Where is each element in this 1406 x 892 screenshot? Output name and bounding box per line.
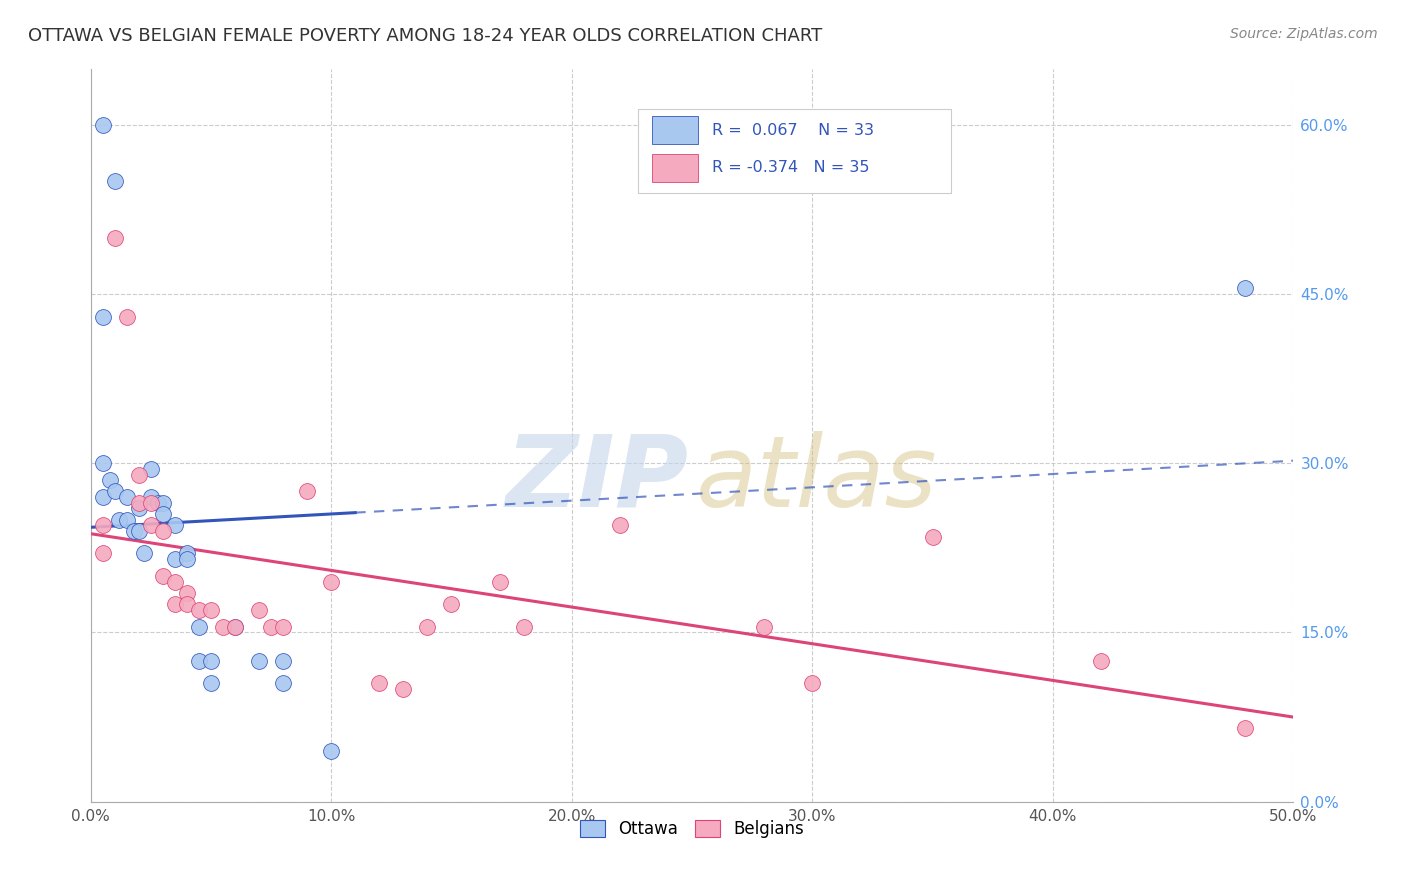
Point [146, 496, 169, 510]
Point [187, 654, 209, 668]
Point [104, 174, 127, 188]
Text: R =  0.067    N = 33: R = 0.067 N = 33 [713, 122, 875, 137]
Point [115, 310, 138, 324]
Point [512, 620, 534, 634]
Point [1234, 721, 1257, 735]
Point [609, 518, 631, 533]
Point [152, 524, 174, 538]
Point [321, 744, 343, 758]
Point [224, 620, 246, 634]
FancyBboxPatch shape [652, 154, 697, 182]
Point [176, 546, 198, 560]
Point [392, 681, 415, 696]
Point [104, 484, 127, 499]
Point [139, 496, 162, 510]
Text: Source: ZipAtlas.com: Source: ZipAtlas.com [1230, 27, 1378, 41]
Point [187, 620, 209, 634]
Point [139, 462, 162, 476]
Point [91, 518, 114, 533]
Point [163, 597, 186, 611]
Point [128, 467, 150, 482]
Point [139, 490, 162, 504]
Point [271, 676, 294, 690]
Text: ZIP: ZIP [505, 431, 689, 527]
FancyBboxPatch shape [638, 109, 950, 194]
Point [321, 574, 343, 589]
Point [224, 620, 246, 634]
Text: atlas: atlas [696, 431, 938, 527]
Point [108, 513, 131, 527]
FancyBboxPatch shape [652, 116, 697, 144]
Point [921, 530, 943, 544]
Point [416, 620, 439, 634]
Point [247, 603, 270, 617]
Legend: Ottawa, Belgians: Ottawa, Belgians [574, 813, 811, 845]
Point [163, 574, 186, 589]
Point [152, 569, 174, 583]
Point [115, 513, 138, 527]
Point [163, 518, 186, 533]
Point [91, 546, 114, 560]
Point [91, 118, 114, 132]
Point [163, 552, 186, 566]
Point [200, 603, 222, 617]
Point [368, 676, 391, 690]
Point [212, 620, 235, 634]
Text: OTTAWA VS BELGIAN FEMALE POVERTY AMONG 18-24 YEAR OLDS CORRELATION CHART: OTTAWA VS BELGIAN FEMALE POVERTY AMONG 1… [28, 27, 823, 45]
Point [200, 676, 222, 690]
Point [271, 654, 294, 668]
Point [440, 597, 463, 611]
Point [152, 507, 174, 521]
Point [488, 574, 510, 589]
Text: R = -0.374   N = 35: R = -0.374 N = 35 [713, 160, 870, 175]
Point [128, 496, 150, 510]
Point [91, 310, 114, 324]
Point [91, 490, 114, 504]
Point [752, 620, 775, 634]
Point [187, 603, 209, 617]
Point [91, 456, 114, 470]
Point [139, 518, 162, 533]
Point [200, 654, 222, 668]
Point [1234, 281, 1257, 295]
Point [128, 524, 150, 538]
Point [122, 524, 145, 538]
Point [128, 501, 150, 516]
Point [104, 230, 127, 244]
Point [295, 484, 318, 499]
Point [176, 552, 198, 566]
Point [176, 586, 198, 600]
Point [801, 676, 824, 690]
Point [247, 654, 270, 668]
Point [1090, 654, 1112, 668]
Point [176, 597, 198, 611]
Point [132, 546, 155, 560]
Point [98, 473, 121, 487]
Point [115, 490, 138, 504]
Point [152, 496, 174, 510]
Point [271, 620, 294, 634]
Point [260, 620, 283, 634]
